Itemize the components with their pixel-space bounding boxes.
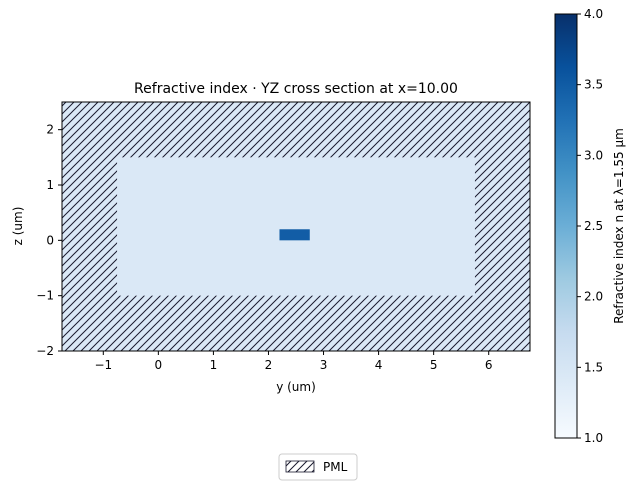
- legend-pml-label: PML: [323, 460, 348, 474]
- x-tick-label: 2: [265, 358, 273, 372]
- x-tick-label: 6: [485, 358, 493, 372]
- colorbar-tick-label: 1.0: [584, 431, 603, 445]
- colorbar: [554, 13, 578, 439]
- x-tick-label: 4: [375, 358, 383, 372]
- legend: PML: [278, 453, 358, 481]
- region-waveguide-core: [279, 229, 310, 241]
- colorbar-label: Refractive index n at λ=1.55 µm: [612, 128, 626, 324]
- y-tick-label: 1: [46, 178, 54, 192]
- y-axis-label: z (um): [11, 207, 25, 246]
- colorbar-tick-label: 2.0: [584, 290, 603, 304]
- axes-frame: [61, 101, 531, 352]
- colorbar-tick-label: 3.0: [584, 148, 603, 162]
- x-tick-label: 3: [320, 358, 328, 372]
- x-tick-label: 1: [210, 358, 218, 372]
- y-tick-label: 0: [46, 233, 54, 247]
- y-axis-ticks: −2 −1 0 1 2: [36, 123, 62, 358]
- x-tick-label: −1: [94, 358, 112, 372]
- x-axis-label: y (um): [276, 380, 316, 394]
- colorbar-tick-label: 3.5: [584, 78, 603, 92]
- region-cladding: [117, 157, 475, 296]
- legend-box: [278, 453, 358, 481]
- x-tick-label: 5: [430, 358, 438, 372]
- legend-pml-swatch: [285, 460, 315, 473]
- y-tick-label: −1: [36, 289, 54, 303]
- x-axis-ticks: −1 0 1 2 3 4 5 6: [94, 351, 493, 372]
- x-tick-label: 0: [155, 358, 163, 372]
- plot-area: [62, 102, 530, 351]
- colorbar-ticks: 1.0 1.5 2.0 2.5 3.0 3.5 4.0: [577, 7, 603, 445]
- colorbar-tick-label: 1.5: [584, 360, 603, 374]
- colorbar-tick-label: 2.5: [584, 219, 603, 233]
- y-tick-label: −2: [36, 344, 54, 358]
- chart-title: Refractive index · YZ cross section at x…: [134, 81, 458, 97]
- y-tick-label: 2: [46, 123, 54, 137]
- colorbar-tick-label: 4.0: [584, 7, 603, 21]
